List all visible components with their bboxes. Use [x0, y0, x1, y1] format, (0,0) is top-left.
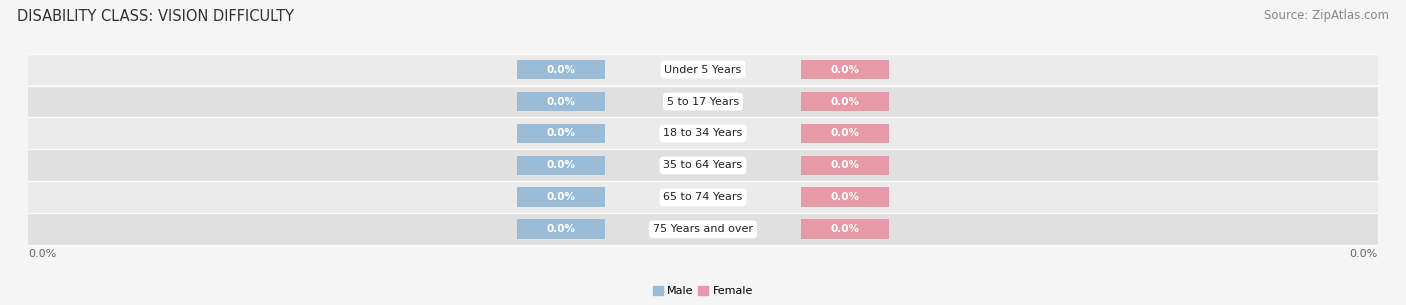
- Text: 0.0%: 0.0%: [547, 128, 576, 138]
- Bar: [28, 214, 1378, 245]
- Bar: [801, 92, 889, 111]
- Text: 0.0%: 0.0%: [28, 249, 56, 259]
- Text: Source: ZipAtlas.com: Source: ZipAtlas.com: [1264, 9, 1389, 22]
- Bar: [517, 219, 605, 239]
- Text: 35 to 64 Years: 35 to 64 Years: [664, 160, 742, 170]
- Text: 0.0%: 0.0%: [830, 128, 859, 138]
- Legend: Male, Female: Male, Female: [648, 282, 758, 301]
- Bar: [801, 219, 889, 239]
- Text: 0.0%: 0.0%: [830, 192, 859, 203]
- Bar: [517, 188, 605, 207]
- Bar: [517, 156, 605, 175]
- Bar: [28, 86, 1378, 117]
- Bar: [28, 150, 1378, 181]
- Text: 0.0%: 0.0%: [547, 160, 576, 170]
- Bar: [517, 60, 605, 80]
- Text: 5 to 17 Years: 5 to 17 Years: [666, 96, 740, 106]
- Bar: [28, 118, 1378, 149]
- Text: 0.0%: 0.0%: [830, 160, 859, 170]
- Text: 0.0%: 0.0%: [830, 224, 859, 234]
- Bar: [28, 54, 1378, 85]
- Bar: [801, 124, 889, 143]
- Text: 0.0%: 0.0%: [830, 65, 859, 74]
- Text: 65 to 74 Years: 65 to 74 Years: [664, 192, 742, 203]
- Bar: [801, 156, 889, 175]
- Text: Under 5 Years: Under 5 Years: [665, 65, 741, 74]
- Bar: [801, 60, 889, 80]
- Text: 0.0%: 0.0%: [547, 192, 576, 203]
- Text: 0.0%: 0.0%: [547, 224, 576, 234]
- Bar: [801, 188, 889, 207]
- Text: 0.0%: 0.0%: [547, 65, 576, 74]
- Text: DISABILITY CLASS: VISION DIFFICULTY: DISABILITY CLASS: VISION DIFFICULTY: [17, 9, 294, 24]
- Text: 18 to 34 Years: 18 to 34 Years: [664, 128, 742, 138]
- Text: 0.0%: 0.0%: [830, 96, 859, 106]
- Bar: [28, 182, 1378, 213]
- Bar: [517, 124, 605, 143]
- Text: 0.0%: 0.0%: [547, 96, 576, 106]
- Text: 0.0%: 0.0%: [1350, 249, 1378, 259]
- Text: 75 Years and over: 75 Years and over: [652, 224, 754, 234]
- Bar: [517, 92, 605, 111]
